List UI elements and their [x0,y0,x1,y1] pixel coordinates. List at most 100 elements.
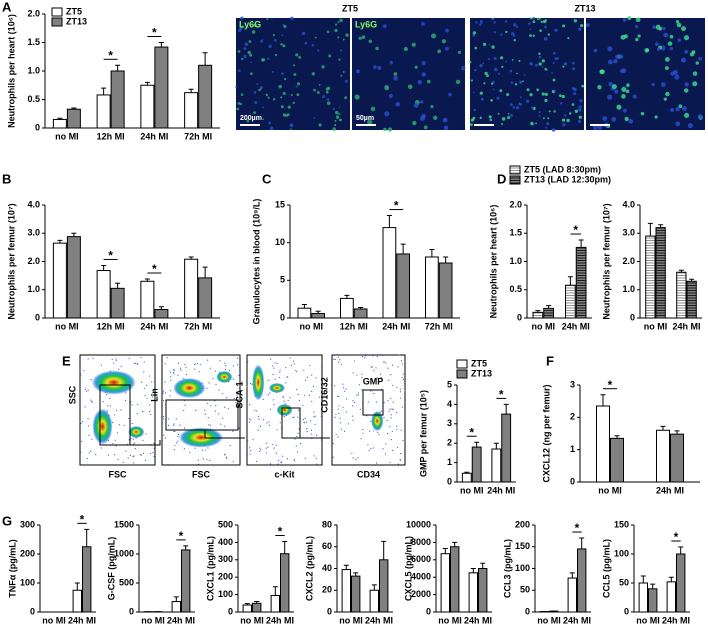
signal-dot [334,119,337,122]
event-dot [335,413,337,416]
event-dot [115,358,117,360]
event-dot [232,461,234,463]
event-dot [237,364,239,366]
event-dot [361,389,363,391]
signal-dot [335,110,339,115]
signal-dot [542,117,545,120]
signal-dot [547,33,550,36]
event-dot [279,422,281,424]
panel-label: B [2,171,11,186]
legend-swatch [51,7,63,17]
signal-dot [536,18,539,21]
x-tick-label: 24h MI [140,131,168,141]
density [179,427,223,448]
bar [379,559,389,613]
event-dot [224,406,226,408]
signal-dot [626,83,630,87]
error-bar [567,276,573,286]
signal-dot [326,98,330,101]
event-dot [272,443,274,446]
event-dot [279,371,281,373]
event-dot [397,446,399,448]
event-dot [109,405,112,407]
event-dot [386,419,388,422]
signal-dot [563,62,568,66]
signal-dot [573,19,578,23]
event-dot [167,424,170,426]
event-dot [303,369,305,371]
event-dot [164,392,167,394]
event-dot [390,417,392,419]
signal-dot [538,114,541,117]
event-dot [189,451,191,453]
arrow [120,440,161,446]
event-dot [353,401,356,404]
bar [66,236,81,319]
signal-dot [296,93,300,97]
signal-dot [572,61,575,65]
y-tick-label: 1.0 [509,256,522,266]
error-bar [158,42,164,48]
bar [198,277,213,319]
event-dot [209,424,212,426]
signal-dot [339,49,342,52]
y-tick-label: 6000 [411,554,431,564]
event-dot [250,419,252,421]
event-dot [88,452,90,454]
event-dot [367,444,369,446]
event-dot [197,463,200,465]
error-bar [115,64,121,71]
significance-star: * [278,525,283,539]
signal-dot [552,52,556,55]
signal-dot [322,94,326,98]
signal-dot [295,53,299,57]
event-dot [373,392,375,395]
signal-dot [321,65,325,69]
signal-dot [516,72,518,75]
density [91,370,136,395]
signal-dot [387,127,393,132]
bar [565,284,576,319]
signal-dot [505,30,508,34]
event-dot [356,374,358,376]
bar [382,227,397,319]
event-dot [145,433,147,435]
legend-swatch [51,17,63,27]
bar [353,308,368,319]
signal-dot [488,43,491,46]
event-dot [390,439,393,441]
signal-dot [611,116,617,122]
signal-dot [681,26,687,32]
event-dot [128,439,130,441]
signal-dot [423,125,428,130]
event-dot [396,411,398,414]
y-axis-label: TNFα (pg/mL) [7,539,17,598]
event-dot [120,365,122,367]
error-bar [371,584,377,591]
error-bar [71,107,77,110]
signal-dot [684,49,689,54]
flow-x-label: FSC [109,469,128,479]
event-dot [334,385,336,387]
event-dot [320,439,322,441]
event-dot [273,447,275,449]
event-dot [294,438,296,440]
event-dot [389,426,391,428]
y-tick-label: 20 [322,585,332,595]
signal-dot [265,93,269,97]
event-dot [128,417,130,420]
signal-dot [313,88,316,92]
signal-dot [573,87,577,92]
signal-dot [515,25,519,29]
signal-dot [262,118,265,121]
image-title: ZT5 [342,3,358,13]
event-dot [201,449,203,451]
y-tick-label: 10 [275,237,285,247]
event-dot [86,457,88,460]
signal-dot [518,102,521,105]
signal-dot [572,67,576,71]
signal-dot [578,119,582,123]
event-dot [353,360,356,362]
y-axis-label: CXCL5 (pg/mL) [403,536,413,601]
signal-dot [316,91,320,94]
